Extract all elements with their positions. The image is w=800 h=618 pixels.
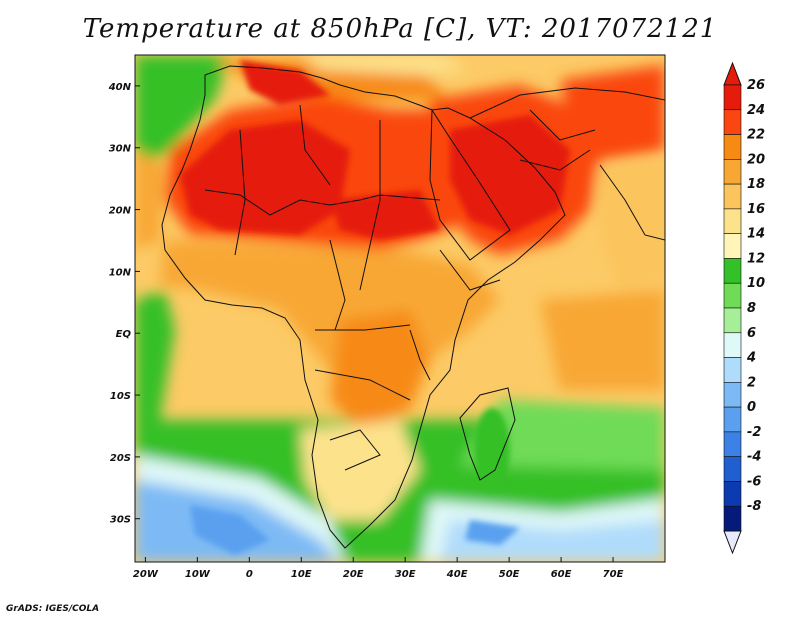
colorbar-swatch	[723, 282, 742, 309]
colorbar-swatch	[723, 505, 742, 532]
lon-tick-label: 10W	[185, 569, 211, 580]
colorbar-label: 6	[747, 326, 756, 341]
latitude-axis: 40N 30N 20N 10N EQ 10S 20S 30S	[108, 82, 140, 526]
lon-tick-label: 30E	[395, 569, 416, 580]
colorbar-label: 4	[746, 351, 756, 366]
longitude-axis: 20W 10W 0 10E 20E 30E 40E 50E 60E 70E	[133, 557, 624, 580]
temperature-field	[135, 55, 665, 562]
map-title: Temperature at 850hPa [C], VT: 201707212…	[82, 14, 718, 44]
lon-tick-label: 50E	[499, 569, 520, 580]
coastlines	[161, 65, 665, 549]
colorbar-label: 12	[747, 251, 765, 266]
colorbar-swatch	[723, 258, 742, 284]
grads-credit: GrADS: IGES/COLA	[6, 604, 100, 614]
colorbar-swatch	[723, 109, 742, 135]
colorbar-swatch	[723, 183, 742, 210]
colorbar-label: -8	[747, 499, 761, 514]
colorbar-swatch	[723, 208, 742, 234]
colorbar-label: 20	[747, 152, 765, 167]
colorbar-label: 22	[747, 128, 765, 143]
colorbar-label: 0	[747, 400, 756, 415]
colorbar-swatch	[723, 382, 742, 408]
map-frame	[134, 54, 666, 563]
colorbar-label: 14	[747, 227, 765, 242]
colorbar-swatch	[723, 159, 742, 185]
lat-tick-label: 10S	[110, 391, 131, 402]
colorbar-swatch	[723, 233, 742, 259]
lat-tick-label: 10N	[109, 267, 132, 278]
lat-tick-label: 30N	[109, 144, 132, 155]
colorbar-label: -4	[747, 450, 761, 465]
colorbar-swatch	[723, 406, 742, 433]
lat-tick-label: EQ	[116, 329, 132, 340]
colorbar-swatch	[723, 456, 742, 482]
lat-tick-label: 40N	[108, 82, 132, 93]
lon-tick-label: 40E	[446, 569, 468, 580]
colorbar-swatch	[723, 84, 742, 111]
colorbar-label: 10	[747, 276, 765, 291]
lat-tick-label: 20N	[109, 206, 132, 217]
colorbar-label: 24	[747, 103, 765, 118]
lon-tick-label: 70E	[603, 569, 624, 580]
colorbar-label: 8	[747, 301, 756, 316]
colorbar-label: 26	[747, 78, 765, 93]
lat-tick-label: 30S	[110, 515, 131, 526]
lon-tick-label: 0	[246, 569, 253, 580]
colorbar-under-arrow	[723, 530, 742, 555]
colorbar-label: -2	[747, 425, 761, 440]
colorbar-swatch	[723, 307, 742, 334]
colorbar-label: 16	[747, 202, 765, 217]
colorbar-swatch	[723, 357, 742, 383]
colorbar-swatch	[723, 332, 742, 358]
lon-tick-label: 10E	[291, 569, 312, 580]
colorbar-label: 18	[747, 177, 765, 192]
lon-tick-label: 20W	[133, 569, 159, 580]
lon-tick-label: 60E	[551, 569, 572, 580]
colorbar-swatch	[723, 134, 742, 160]
colorbar-label: 2	[747, 375, 756, 390]
colorbar-label: -6	[747, 474, 761, 489]
lat-tick-label: 20S	[110, 453, 131, 464]
lon-tick-label: 20E	[343, 569, 364, 580]
colorbar-swatch	[723, 481, 742, 507]
colorbar-over-arrow	[723, 61, 742, 86]
colorbar-swatch	[723, 431, 742, 457]
